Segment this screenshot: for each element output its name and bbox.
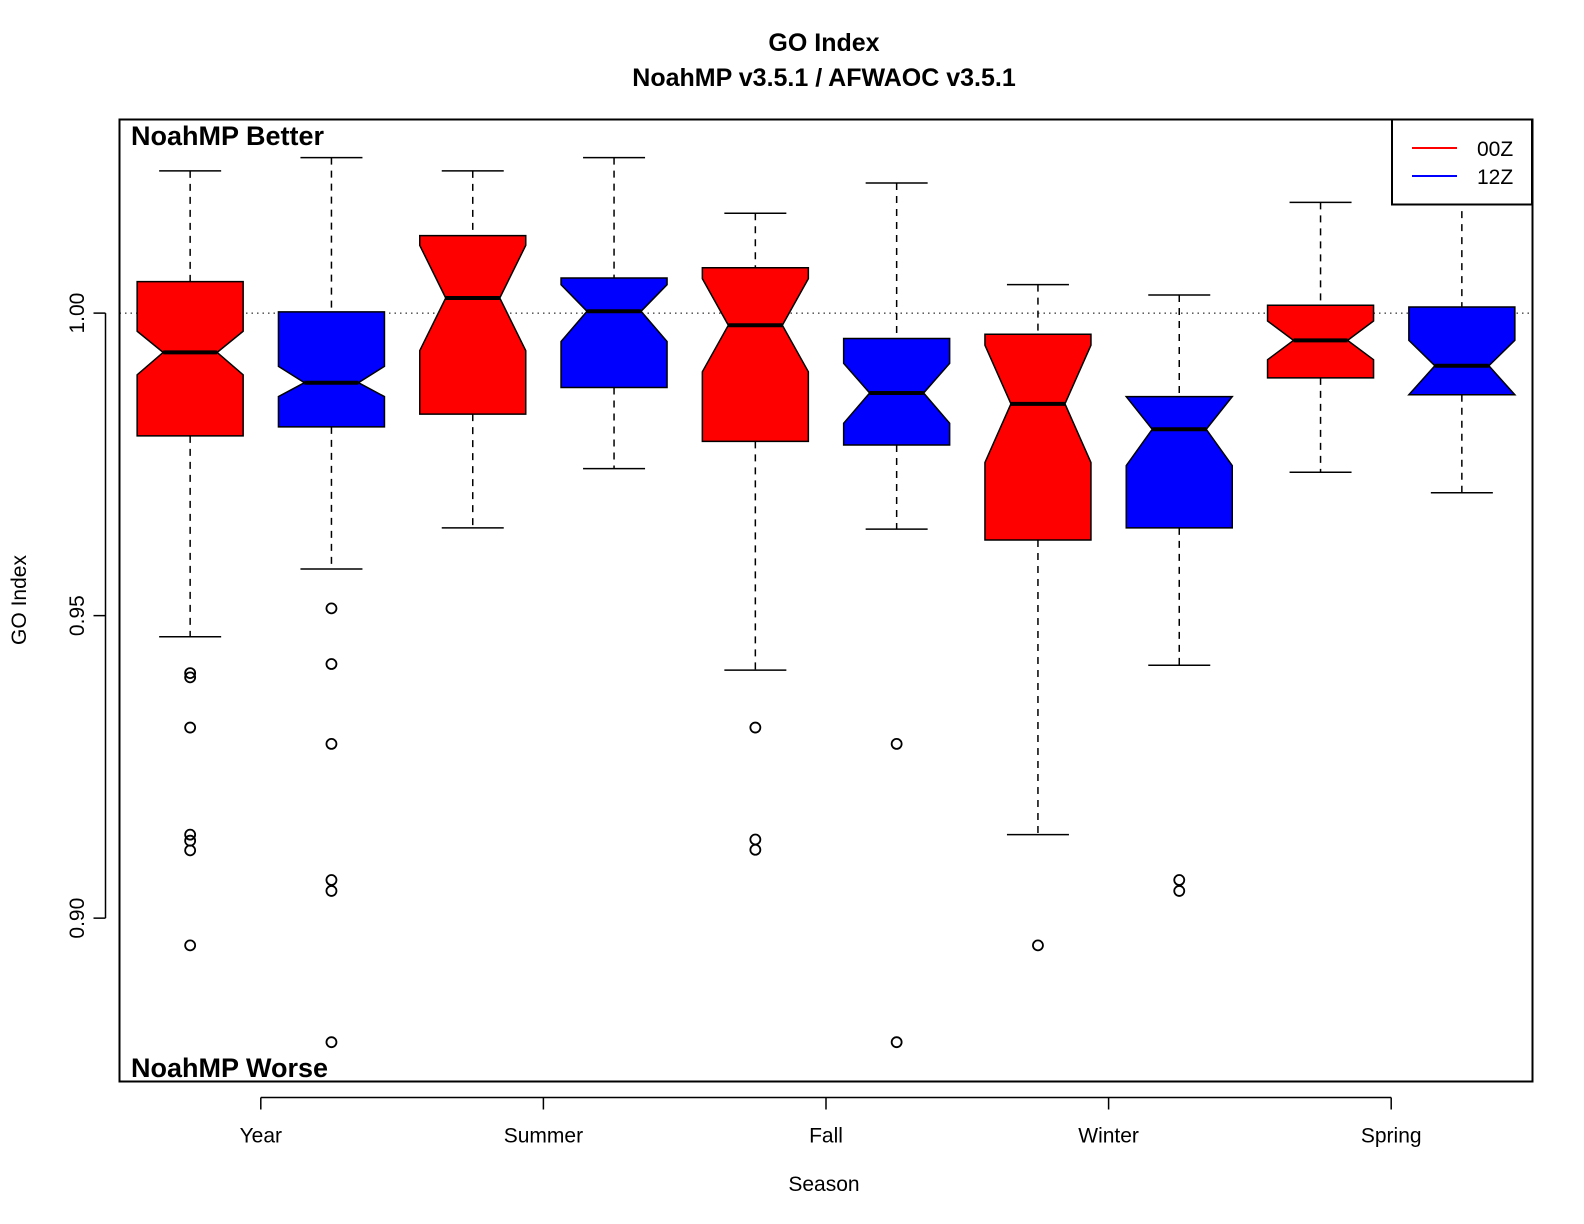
- outlier-12z-year-3: [325, 874, 338, 886]
- outlier-12z-winter-1: [1173, 885, 1186, 897]
- outlier-12z-fall-0: [890, 737, 903, 750]
- y-tick-label-1: 0.95: [66, 595, 89, 636]
- outlier-00z-fall-1: [749, 833, 762, 846]
- legend-label-12z: 12Z: [1477, 166, 1513, 189]
- chart-subtitle: NoahMP v3.5.1 / AFWAOC v3.5.1: [632, 64, 1016, 92]
- outlier-00z-year-5: [184, 844, 197, 857]
- outlier-00z-year-4: [184, 834, 197, 847]
- outlier-00z-year-3: [184, 828, 197, 841]
- box-12z-spring: [1407, 306, 1517, 396]
- outlier-00z-fall-2: [749, 843, 762, 856]
- x-tick-label-3: Winter: [1078, 1125, 1139, 1148]
- box-12z-winter: [1124, 395, 1234, 529]
- annotation-better: NoahMP Better: [131, 121, 325, 151]
- y-tick-label-2: 1.00: [66, 293, 89, 334]
- outlier-12z-year-0: [325, 602, 338, 615]
- legend-box: [1391, 118, 1533, 206]
- outlier-12z-year-1: [325, 658, 338, 670]
- box-00z-year: [136, 280, 244, 437]
- plot-frame: [118, 118, 1534, 1083]
- legend-label-00z: 00Z: [1477, 138, 1513, 161]
- y-axis-label: GO Index: [8, 555, 31, 645]
- outlier-00z-year-1: [184, 671, 197, 684]
- box-00z-fall: [701, 266, 810, 443]
- outlier-12z-year-4: [325, 885, 338, 897]
- legend: 00Z 12Z: [1391, 118, 1533, 206]
- box-00z-summer: [419, 234, 527, 415]
- outlier-00z-winter-0: [1032, 939, 1044, 952]
- box-12z-year: [277, 311, 386, 428]
- outlier-00z-fall-0: [749, 721, 762, 734]
- x-tick-label-1: Summer: [504, 1125, 583, 1148]
- outlier-00z-year-6: [184, 939, 197, 952]
- outlier-00z-year-2: [184, 721, 197, 734]
- box-12z-summer: [560, 277, 668, 389]
- x-tick-label-0: Year: [240, 1125, 282, 1148]
- x-tick-label-2: Fall: [809, 1125, 843, 1148]
- plot-layer: 0.90 0.95 1.00 Year Summer Fall Winter Spring: [66, 156, 1533, 1148]
- outlier-12z-winter-0: [1173, 874, 1186, 886]
- chart-title: GO Index: [768, 29, 879, 57]
- x-tick-label-4: Spring: [1361, 1125, 1422, 1148]
- y-tick-label-0: 0.90: [66, 898, 89, 939]
- box-00z-winter: [984, 333, 1092, 541]
- outlier-00z-year-0: [184, 667, 197, 680]
- outlier-12z-year-5: [325, 1036, 338, 1049]
- outlier-12z-fall-1: [890, 1036, 903, 1049]
- x-axis-label: Season: [788, 1173, 859, 1196]
- outlier-12z-year-2: [325, 737, 338, 750]
- annotation-worse: NoahMP Worse: [131, 1053, 328, 1083]
